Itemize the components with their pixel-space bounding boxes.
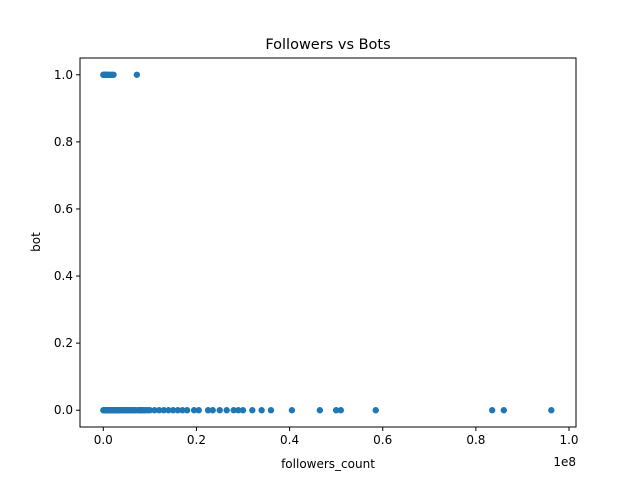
data-point xyxy=(151,407,158,414)
x-axis-label: followers_count xyxy=(281,457,375,471)
x-tick-label: 0.2 xyxy=(187,433,206,447)
data-point xyxy=(155,407,163,414)
data-point xyxy=(239,407,247,414)
data-point xyxy=(249,407,256,414)
data-point xyxy=(146,407,154,414)
data-point xyxy=(267,407,275,414)
x-tick-label: 0.6 xyxy=(373,433,392,447)
data-point xyxy=(258,407,265,414)
data-point xyxy=(179,407,186,414)
data-point xyxy=(216,407,223,414)
x-offset-label: 1e8 xyxy=(553,455,576,469)
data-point xyxy=(548,407,555,414)
data-point xyxy=(209,407,216,414)
data-point xyxy=(500,407,508,414)
data-point xyxy=(110,71,117,78)
y-tick-label: 0.0 xyxy=(54,403,73,417)
data-point xyxy=(372,407,379,414)
data-point xyxy=(195,407,202,414)
data-points xyxy=(100,71,555,414)
data-point xyxy=(174,407,181,414)
data-point xyxy=(133,71,141,78)
y-tick-label: 1.0 xyxy=(54,68,73,82)
data-point xyxy=(488,407,496,414)
y-tick-label: 0.4 xyxy=(54,269,73,283)
data-point xyxy=(160,407,168,414)
x-axis-ticks: 0.0 0.2 0.4 0.6 0.8 1.0 xyxy=(94,427,579,447)
y-axis-label: bot xyxy=(29,232,43,252)
x-tick-label: 1.0 xyxy=(559,433,578,447)
plot-frame xyxy=(79,57,577,428)
data-point xyxy=(190,407,198,414)
data-point xyxy=(204,407,212,414)
x-tick-label: 0.4 xyxy=(280,433,299,447)
y-tick-label: 0.2 xyxy=(54,336,73,350)
y-tick-label: 0.8 xyxy=(54,135,73,149)
data-point xyxy=(223,407,230,414)
y-axis-ticks: 0.0 0.2 0.4 0.6 0.8 1.0 xyxy=(54,68,80,417)
data-point xyxy=(235,407,242,414)
y-tick-label: 0.6 xyxy=(54,202,73,216)
x-tick-label: 0.0 xyxy=(94,433,113,447)
data-point xyxy=(230,407,237,414)
data-point xyxy=(316,407,324,414)
data-point xyxy=(169,407,177,414)
data-point xyxy=(337,407,345,414)
data-point xyxy=(183,407,191,414)
data-point xyxy=(332,407,340,414)
data-point xyxy=(288,407,296,414)
x-tick-label: 0.8 xyxy=(466,433,485,447)
chart-title: Followers vs Bots xyxy=(265,37,390,53)
data-point xyxy=(165,407,172,414)
